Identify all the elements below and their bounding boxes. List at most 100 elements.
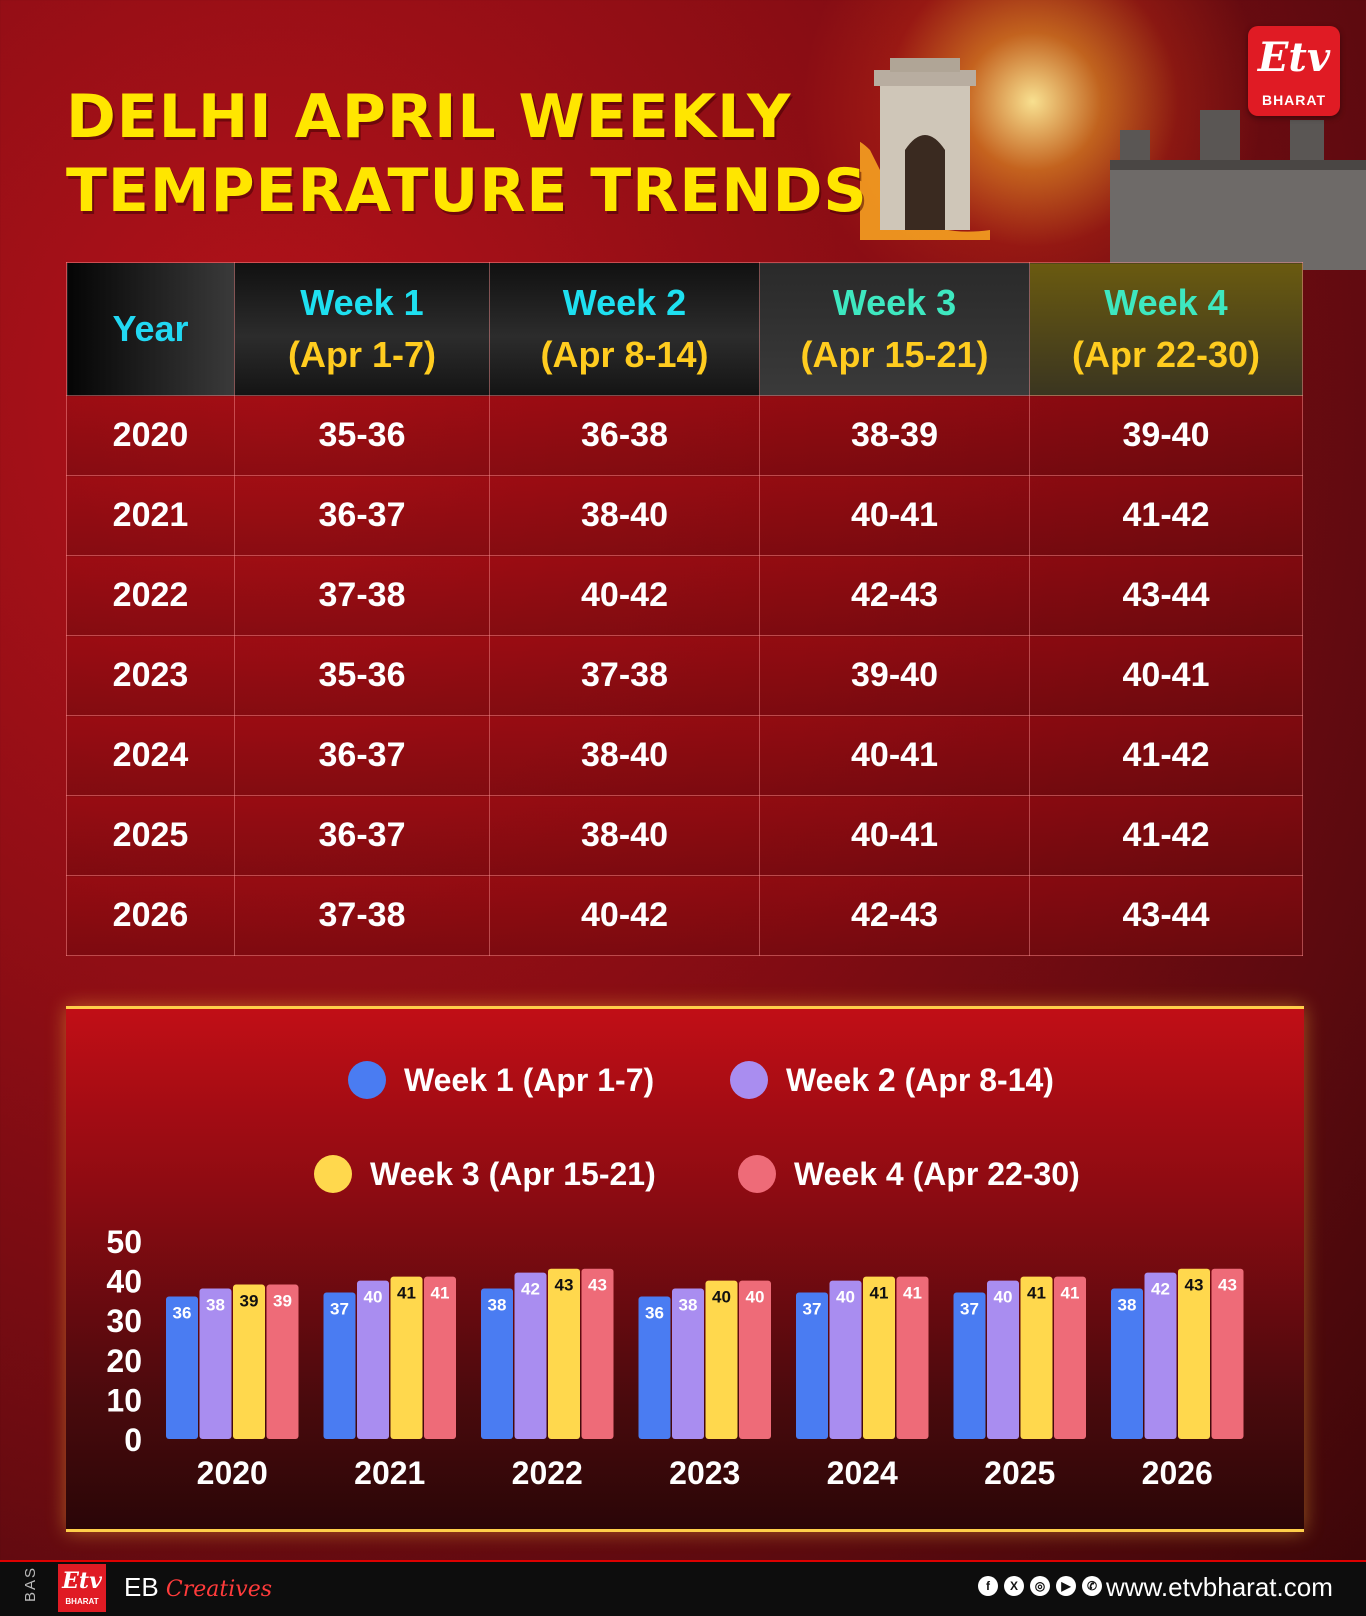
temp-cell: 35-36 xyxy=(234,395,490,476)
bar xyxy=(1178,1268,1210,1439)
temp-cell: 42-43 xyxy=(759,875,1030,956)
temp-cell: 40-42 xyxy=(489,555,760,636)
bar xyxy=(233,1284,265,1439)
legend-dot-icon xyxy=(348,1061,386,1099)
bar xyxy=(514,1272,547,1439)
year-cell: 2023 xyxy=(66,635,235,716)
bar xyxy=(705,1280,738,1439)
bar-value-label: 43 xyxy=(588,1276,607,1295)
bar-value-label: 41 xyxy=(397,1284,416,1303)
x-icon[interactable]: X xyxy=(1004,1576,1024,1596)
bar-value-label: 37 xyxy=(803,1299,822,1318)
temp-cell: 37-38 xyxy=(489,635,760,716)
header-week-label: Week 2 xyxy=(562,282,687,323)
table-row: 2025 36-37 38-40 40-41 41-42 xyxy=(66,795,1303,876)
header-year-label: Year xyxy=(112,308,189,349)
bar-value-label: 38 xyxy=(206,1296,225,1315)
bar-value-label: 43 xyxy=(555,1276,574,1295)
header-week-label: Week 4 xyxy=(1104,282,1228,323)
website-link[interactable]: www.etvbharat.com xyxy=(1106,1572,1333,1602)
bar-value-label: 41 xyxy=(1027,1284,1046,1303)
year-cell: 2022 xyxy=(66,555,235,636)
bar xyxy=(548,1268,580,1439)
bar xyxy=(863,1276,895,1439)
x-tick-label: 2022 xyxy=(512,1455,583,1491)
bar xyxy=(357,1280,389,1439)
footer-logo-sub: BHARAT xyxy=(65,1597,99,1606)
temp-cell: 36-37 xyxy=(234,715,490,796)
whatsapp-icon[interactable]: ✆ xyxy=(1082,1576,1102,1596)
year-cell: 2026 xyxy=(66,875,235,956)
temp-cell: 36-38 xyxy=(489,395,760,476)
y-tick-label: 10 xyxy=(106,1382,142,1418)
temp-cell: 39-40 xyxy=(759,635,1030,716)
x-tick-label: 2024 xyxy=(827,1455,898,1491)
bar-value-label: 36 xyxy=(645,1303,664,1322)
legend-label: Week 1 (Apr 1-7) xyxy=(404,1061,655,1098)
bar xyxy=(323,1292,356,1439)
bar-value-label: 39 xyxy=(273,1292,292,1311)
india-gate-icon xyxy=(860,58,990,240)
footer-code: BAS xyxy=(22,1566,39,1603)
bar xyxy=(1054,1276,1086,1439)
bar xyxy=(266,1284,299,1439)
bar xyxy=(987,1280,1019,1439)
bar-value-label: 41 xyxy=(903,1284,922,1303)
x-tick-label: 2026 xyxy=(1142,1455,1213,1491)
header-week-2: Week 2 (Apr 8-14) xyxy=(489,262,760,396)
table-row: 2023 35-36 37-38 39-40 40-41 xyxy=(66,635,1303,716)
bar xyxy=(581,1268,614,1439)
facebook-icon[interactable]: f xyxy=(978,1576,998,1596)
temp-cell: 43-44 xyxy=(1029,555,1303,636)
legend-item-week-4: Week 4 (Apr 22-30) xyxy=(738,1155,1080,1193)
temp-cell: 40-42 xyxy=(489,875,760,956)
etv-bharat-logo[interactable]: Etv BHARAT xyxy=(1248,26,1340,116)
temp-cell: 38-40 xyxy=(489,475,760,556)
table-row: 2024 36-37 38-40 40-41 41-42 xyxy=(66,715,1303,796)
bar xyxy=(638,1296,671,1439)
logo-mark: Etv xyxy=(1257,34,1331,81)
bar xyxy=(829,1280,862,1439)
bar xyxy=(672,1288,704,1439)
header-year: Year xyxy=(66,262,235,396)
temperature-table: Year Week 1 (Apr 1-7) Week 2 (Apr 8-14) We… xyxy=(66,262,1303,956)
header-week-range: (Apr 1-7) xyxy=(287,334,436,375)
footer-logo[interactable]: Etv BHARAT xyxy=(58,1564,106,1612)
header-week-range: (Apr 15-21) xyxy=(800,334,989,375)
bar xyxy=(953,1292,986,1439)
chart-legend: Week 1 (Apr 1-7) Week 2 (Apr 8-14) Week … xyxy=(66,1009,1304,1209)
creatives-label: Creatives xyxy=(165,1577,273,1602)
bar-value-label: 42 xyxy=(521,1280,540,1299)
temp-cell: 40-41 xyxy=(1029,635,1303,716)
legend-dot-icon xyxy=(738,1155,776,1193)
bar xyxy=(1144,1272,1177,1439)
bar-value-label: 41 xyxy=(431,1284,450,1303)
temp-cell: 40-41 xyxy=(759,475,1030,556)
header-week-3: Week 3 (Apr 15-21) xyxy=(759,262,1030,396)
temp-cell: 43-44 xyxy=(1029,875,1303,956)
year-cell: 2020 xyxy=(66,395,235,476)
red-fort-icon xyxy=(1110,110,1366,270)
header-week-range: (Apr 22-30) xyxy=(1071,334,1261,375)
instagram-icon[interactable]: ◎ xyxy=(1030,1576,1050,1596)
bar-value-label: 40 xyxy=(364,1288,383,1307)
y-tick-label: 50 xyxy=(106,1224,142,1260)
bar xyxy=(1020,1276,1053,1439)
bar xyxy=(1211,1268,1244,1439)
bar-value-label: 43 xyxy=(1185,1276,1204,1295)
temp-cell: 38-40 xyxy=(489,715,760,796)
table-row: 2021 36-37 38-40 40-41 41-42 xyxy=(66,475,1303,556)
legend-label: Week 4 (Apr 22-30) xyxy=(794,1155,1080,1192)
bar-value-label: 38 xyxy=(1118,1296,1137,1315)
legend-item-week-1: Week 1 (Apr 1-7) xyxy=(348,1061,654,1099)
temp-cell: 41-42 xyxy=(1029,795,1303,876)
y-tick-label: 40 xyxy=(106,1264,142,1300)
bar xyxy=(796,1292,828,1439)
bar xyxy=(166,1296,198,1439)
temp-cell: 39-40 xyxy=(1029,395,1303,476)
bar-value-label: 42 xyxy=(1151,1280,1170,1299)
bar-value-label: 37 xyxy=(330,1299,349,1318)
temp-cell: 36-37 xyxy=(234,795,490,876)
youtube-icon[interactable]: ▶ xyxy=(1056,1576,1076,1596)
